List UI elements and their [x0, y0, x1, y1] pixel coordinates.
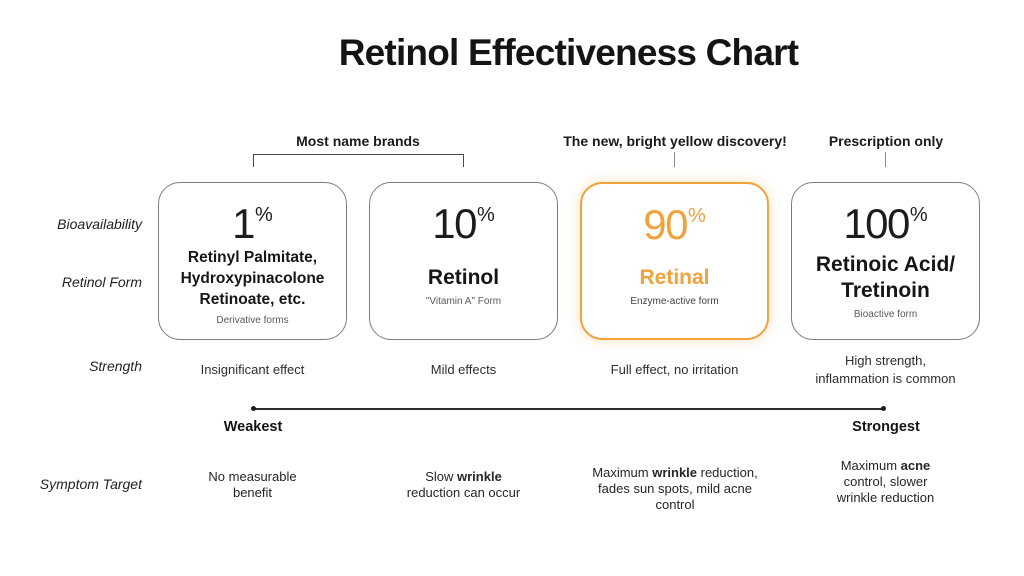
form-block: Retinol "Vitamin A" Form: [378, 245, 549, 327]
percent-number: 1: [232, 200, 255, 247]
prescription-tick-line: [885, 152, 886, 167]
annotation-prescription-only: Prescription only: [828, 133, 944, 149]
page-title: Retinol Effectiveness Chart: [338, 32, 799, 73]
card-retinol: 10 % Retinol "Vitamin A" Form: [369, 182, 558, 340]
symptom-target-note: Slow wrinkle reduction can occur: [406, 469, 521, 500]
percent-sign: %: [687, 205, 706, 227]
strength-note: Insignificant effect: [200, 362, 305, 377]
form-subtitle: Bioactive form: [853, 309, 918, 320]
symptom-target-note: Maximum wrinkle reduction, fades sun spo…: [592, 465, 758, 512]
bioavailability-value: 1 %: [232, 203, 273, 245]
discovery-tick-line: [674, 152, 675, 167]
bioavailability-value: 90 %: [643, 204, 706, 246]
card-retinoic-acid: 100 % Retinoic Acid/ Tretinoin Bioactive…: [791, 182, 980, 340]
strength-note: Mild effects: [430, 362, 497, 377]
scale-label-weakest: Weakest: [223, 419, 283, 435]
form-name: Retinyl Palmitate, Hydroxypinacolone Ret…: [180, 248, 325, 308]
form-name: Retinol: [427, 266, 500, 289]
percent-sign: %: [255, 204, 273, 226]
strength-note: High strength, inflammation is common: [815, 353, 956, 386]
form-name: Retinoic Acid/ Tretinoin: [815, 253, 956, 302]
bioavailability-value: 100 %: [843, 203, 927, 245]
bioavailability-value: 10 %: [432, 203, 495, 245]
percent-sign: %: [476, 204, 495, 226]
percent-number: 10: [432, 200, 477, 247]
form-block: Retinal Enzyme-active form: [590, 246, 759, 326]
annotation-discovery: The new, bright yellow discovery!: [563, 133, 787, 149]
form-subtitle: Enzyme-active form: [630, 296, 719, 307]
form-name: Retinal: [639, 266, 710, 289]
form-subtitle: Derivative forms: [216, 314, 289, 326]
symptom-target-note: Maximum acne control, slower wrinkle red…: [836, 458, 935, 505]
annotation-most-name-brands: Most name brands: [296, 133, 420, 149]
scale-label-strongest: Strongest: [852, 419, 920, 435]
card-retinal-highlighted: 90 % Retinal Enzyme-active form: [580, 182, 769, 340]
row-label-bioavailability: Bioavailability: [57, 216, 142, 232]
form-subtitle: "Vitamin A" Form: [425, 296, 502, 307]
percent-sign: %: [909, 204, 928, 226]
strength-note: Full effect, no irritation: [610, 362, 739, 377]
percent-number: 90: [643, 201, 688, 248]
brands-bracket: [253, 154, 464, 167]
row-label-retinol-form: Retinol Form: [61, 274, 142, 290]
symptom-target-note: No measurable benefit: [208, 469, 297, 500]
form-block: Retinoic Acid/ Tretinoin Bioactive form: [800, 245, 971, 327]
card-derivative-forms: 1 % Retinyl Palmitate, Hydroxypinacolone…: [158, 182, 347, 340]
strength-scale-line: [251, 406, 886, 411]
percent-number: 100: [843, 200, 910, 247]
form-block: Retinyl Palmitate, Hydroxypinacolone Ret…: [167, 245, 338, 327]
row-label-strength: Strength: [89, 358, 142, 374]
row-label-symptom-target: Symptom Target: [39, 476, 142, 492]
